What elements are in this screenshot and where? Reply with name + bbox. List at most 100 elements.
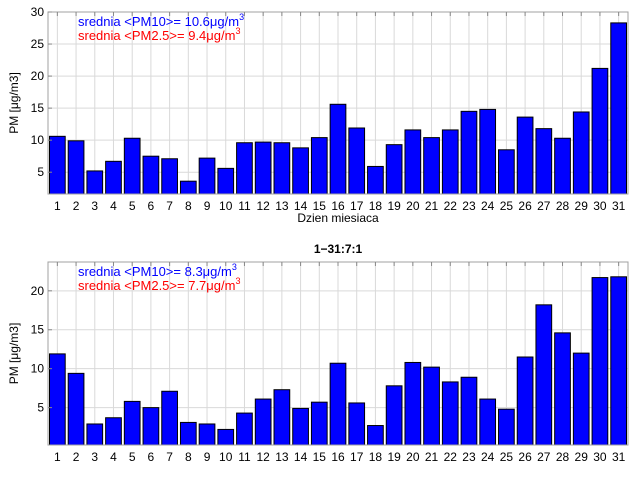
x-tick-label: 17 bbox=[350, 199, 364, 213]
bar-day-3 bbox=[86, 423, 104, 446]
x-tick-label: 13 bbox=[275, 199, 289, 213]
bar-day-3 bbox=[86, 170, 104, 195]
x-tick-label: 15 bbox=[313, 450, 327, 464]
x-tick-label: 19 bbox=[387, 450, 401, 464]
x-tick-label: 23 bbox=[462, 450, 476, 464]
bar-day-23 bbox=[460, 376, 478, 446]
bar-day-29 bbox=[572, 352, 590, 446]
mean-annotation: srednia <PM10>= 8.3μg/m3 bbox=[78, 262, 237, 279]
annotation-text: srednia <PM2.5>= 7.7μg/m bbox=[78, 278, 235, 293]
x-tick-label: 3 bbox=[91, 199, 98, 213]
bar-day-14 bbox=[292, 407, 309, 446]
bar-day-7 bbox=[161, 158, 178, 195]
x-tick-label: 27 bbox=[537, 450, 551, 464]
x-axis-label: Dzien miesiaca bbox=[297, 211, 379, 225]
bar-day-22 bbox=[441, 129, 459, 195]
x-tick-label: 9 bbox=[204, 450, 211, 464]
bar-day-28 bbox=[554, 332, 571, 446]
x-tick-label: 14 bbox=[294, 450, 308, 464]
bar-day-17 bbox=[348, 402, 366, 446]
x-tick-label: 24 bbox=[481, 199, 495, 213]
bar-day-25 bbox=[498, 408, 515, 446]
x-tick-label: 12 bbox=[256, 450, 270, 464]
bar-day-12 bbox=[254, 141, 272, 195]
x-tick-label: 27 bbox=[537, 199, 551, 213]
bar-day-23 bbox=[460, 110, 478, 195]
bar-day-9 bbox=[198, 423, 216, 446]
bar-day-27 bbox=[535, 304, 553, 446]
y-tick-label: 20 bbox=[31, 69, 45, 83]
x-tick-label: 15 bbox=[313, 199, 327, 213]
x-tick-label: 18 bbox=[369, 450, 383, 464]
bar-day-30 bbox=[591, 67, 609, 195]
x-tick-label: 21 bbox=[425, 450, 439, 464]
x-tick-label: 9 bbox=[204, 199, 211, 213]
x-tick-label: 16 bbox=[331, 199, 345, 213]
x-tick-label: 31 bbox=[612, 450, 626, 464]
x-tick-label: 6 bbox=[148, 199, 155, 213]
x-tick-label: 17 bbox=[350, 450, 364, 464]
bar-day-19 bbox=[385, 144, 403, 195]
bar-day-26 bbox=[516, 116, 534, 195]
x-tick-label: 13 bbox=[275, 450, 289, 464]
mean-annotation: srednia <PM2.5>= 9.4μg/m3 bbox=[78, 26, 240, 43]
annotation-text: srednia <PM10>= 10.6μg/m bbox=[78, 14, 239, 29]
y-tick-label: 30 bbox=[31, 5, 45, 19]
annotation-text: srednia <PM2.5>= 9.4μg/m bbox=[78, 28, 235, 43]
x-tick-label: 28 bbox=[556, 450, 570, 464]
bar-day-19 bbox=[385, 385, 403, 446]
bar-day-13 bbox=[273, 389, 291, 446]
bar-day-10 bbox=[217, 428, 235, 446]
bar-day-13 bbox=[273, 142, 291, 195]
x-tick-label: 22 bbox=[444, 450, 458, 464]
bar-day-2 bbox=[67, 372, 85, 446]
x-tick-label: 1 bbox=[54, 450, 61, 464]
x-tick-label: 28 bbox=[556, 199, 570, 213]
bar-day-15 bbox=[310, 137, 328, 195]
bar-day-1 bbox=[48, 135, 66, 195]
bar-day-20 bbox=[404, 361, 422, 446]
bar-day-7 bbox=[161, 390, 178, 446]
bar-day-15 bbox=[310, 401, 328, 446]
chart-title: 1−31:7:1 bbox=[314, 242, 363, 256]
bar-day-31 bbox=[610, 276, 628, 446]
y-tick-label: 10 bbox=[31, 362, 45, 376]
bar-day-10 bbox=[217, 167, 235, 195]
x-tick-label: 1 bbox=[54, 199, 61, 213]
annotation-superscript: 3 bbox=[239, 12, 244, 22]
x-tick-label: 6 bbox=[148, 450, 155, 464]
bar-day-24 bbox=[479, 108, 497, 195]
bar-day-11 bbox=[236, 142, 253, 195]
bar-day-2 bbox=[67, 140, 85, 195]
bar-day-16 bbox=[329, 362, 347, 446]
bar-day-17 bbox=[348, 127, 366, 195]
y-tick-label: 5 bbox=[37, 165, 44, 179]
bar-day-31 bbox=[610, 22, 628, 195]
bar-day-16 bbox=[329, 103, 347, 195]
bar-day-5 bbox=[123, 137, 141, 195]
x-tick-label: 19 bbox=[387, 199, 401, 213]
x-tick-label: 8 bbox=[185, 450, 192, 464]
bar-day-20 bbox=[404, 129, 422, 195]
x-tick-label: 3 bbox=[91, 450, 98, 464]
x-tick-label: 4 bbox=[110, 199, 117, 213]
bar-day-12 bbox=[254, 398, 272, 446]
x-tick-label: 26 bbox=[518, 199, 532, 213]
x-tick-label: 30 bbox=[593, 450, 607, 464]
annotation-superscript: 3 bbox=[235, 26, 240, 36]
bar-day-21 bbox=[423, 366, 440, 446]
x-tick-label: 24 bbox=[481, 450, 495, 464]
bar-day-6 bbox=[142, 155, 160, 195]
bar-day-26 bbox=[516, 356, 534, 446]
x-tick-label: 2 bbox=[73, 450, 80, 464]
chart-1: 1 2 3 4 5 6 7 8 9 10 11 12 13 14 15 16 17 18 19 20 21 22 23 24 2… bbox=[7, 5, 629, 225]
y-axis-label: PM [μg/m3] bbox=[7, 72, 21, 134]
mean-annotation: srednia <PM10>= 10.6μg/m3 bbox=[78, 12, 244, 29]
x-tick-label: 10 bbox=[219, 199, 233, 213]
y-tick-label: 15 bbox=[31, 101, 45, 115]
bar-day-18 bbox=[367, 165, 384, 195]
bar-day-30 bbox=[591, 277, 609, 446]
bar-day-8 bbox=[179, 421, 197, 446]
x-tick-label: 25 bbox=[500, 450, 514, 464]
